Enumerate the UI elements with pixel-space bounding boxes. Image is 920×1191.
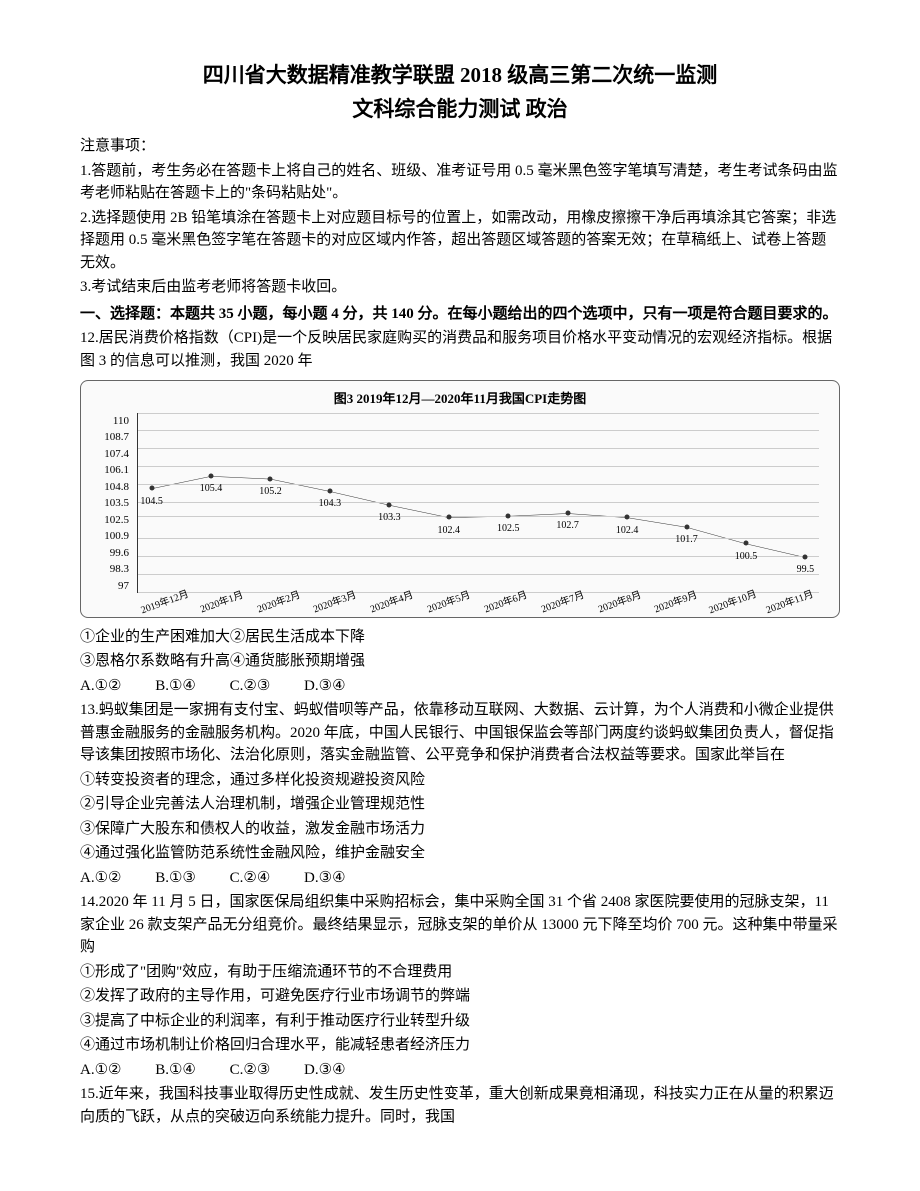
cpi-chart: 图3 2019年12月—2020年11月我国CPI走势图 110108.7107… [80, 380, 840, 618]
y-tick-label: 102.5 [93, 512, 129, 529]
x-axis: 2019年12月2020年1月2020年2月2020年3月2020年4月2020… [137, 595, 819, 613]
data-label: 104.3 [319, 496, 342, 511]
q13-stmt-2: ②引导企业完善法人治理机制，增强企业管理规范性 [80, 793, 840, 816]
q15-stem: 15.近年来，我国科技事业取得历史性成就、发生历史性变革，重大创新成果竟相涌现，… [80, 1083, 840, 1128]
y-tick-label: 103.5 [93, 495, 129, 512]
q13-opt-a: A.①② [80, 867, 121, 890]
y-tick-label: 104.8 [93, 479, 129, 496]
y-tick-label: 99.6 [93, 545, 129, 562]
q12-options: A.①② B.①④ C.②③ D.③④ [80, 675, 840, 698]
data-label: 104.5 [140, 494, 163, 509]
notice-item-1: 1.答题前，考生务必在答题卡上将自己的姓名、班级、准考证号用 0.5 毫米黑色签… [80, 160, 840, 205]
data-point [743, 541, 748, 546]
data-point [387, 502, 392, 507]
notice-item-3: 3.考试结束后由监考老师将答题卡收回。 [80, 276, 840, 299]
q13-stmt-3: ③保障广大股东和债权人的收益，激发金融市场活力 [80, 818, 840, 841]
q14-stmt-2: ②发挥了政府的主导作用，可避免医疗行业市场调节的弊端 [80, 985, 840, 1008]
question-15: 15.近年来，我国科技事业取得历史性成就、发生历史性变革，重大创新成果竟相涌现，… [80, 1083, 840, 1128]
data-label: 105.2 [259, 484, 282, 499]
data-label: 102.7 [556, 518, 579, 533]
q12-stem: 12.居民消费价格指数（CPI)是一个反映居民家庭购买的消费品和服务项目价格水平… [80, 327, 840, 372]
q13-stem: 13.蚂蚁集团是一家拥有支付宝、蚂蚁借呗等产品，依靠移动互联网、大数据、云计算，… [80, 699, 840, 767]
q14-stmt-3: ③提高了中标企业的利润率，有利于推动医疗行业转型升级 [80, 1010, 840, 1033]
data-point [625, 515, 630, 520]
q13-opt-c: C.②④ [230, 867, 271, 890]
gridline [138, 448, 819, 449]
gridline [138, 502, 819, 503]
data-label: 100.5 [735, 549, 758, 564]
data-label: 105.4 [200, 481, 223, 496]
y-tick-label: 110 [93, 413, 129, 430]
data-label: 102.4 [616, 523, 639, 538]
data-point [565, 511, 570, 516]
q14-options: A.①② B.①④ C.②③ D.③④ [80, 1059, 840, 1082]
q13-opt-d: D.③④ [304, 867, 345, 890]
q13-opt-b: B.①③ [155, 867, 196, 890]
gridline [138, 413, 819, 414]
q12-opt-d: D.③④ [304, 675, 345, 698]
q14-opt-b: B.①④ [155, 1059, 196, 1082]
chart-title: 图3 2019年12月—2020年11月我国CPI走势图 [93, 389, 827, 409]
data-point [506, 513, 511, 518]
data-label: 102.4 [438, 523, 461, 538]
data-point [268, 476, 273, 481]
gridline [138, 574, 819, 575]
y-tick-label: 108.7 [93, 429, 129, 446]
gridline [138, 466, 819, 467]
y-tick-label: 107.4 [93, 446, 129, 463]
q14-opt-a: A.①② [80, 1059, 121, 1082]
gridline [138, 484, 819, 485]
chart-area: 110108.7107.4106.1104.8103.5102.5100.999… [93, 413, 827, 613]
q13-options: A.①② B.①③ C.②④ D.③④ [80, 867, 840, 890]
section-1-title: 一、选择题：本题共 35 小题，每小题 4 分，共 140 分。在每小题给出的四… [80, 303, 840, 326]
title-sub: 文科综合能力测试 政治 [80, 94, 840, 126]
data-point [684, 524, 689, 529]
data-label: 103.3 [378, 510, 401, 525]
data-label: 102.5 [497, 521, 520, 536]
q13-stmt-4: ④通过强化监管防范系统性金融风险，维护金融安全 [80, 842, 840, 865]
gridline [138, 430, 819, 431]
data-point [803, 555, 808, 560]
notice-item-2: 2.选择题使用 2B 铅笔填涂在答题卡上对应题目标号的位置上，如需改动，用橡皮擦… [80, 207, 840, 275]
data-label: 99.5 [797, 562, 815, 577]
data-label: 101.7 [675, 532, 698, 547]
y-axis: 110108.7107.4106.1104.8103.5102.5100.999… [93, 413, 133, 593]
notice-label: 注意事项： [80, 135, 840, 158]
plot-region: 104.5 105.4 105.2 104.3 103.3 102.4 102.5 102.7… [137, 413, 819, 593]
q12-opt-c: C.②③ [230, 675, 271, 698]
y-tick-label: 97 [93, 578, 129, 595]
question-12: 12.居民消费价格指数（CPI)是一个反映居民家庭购买的消费品和服务项目价格水平… [80, 327, 840, 697]
q13-stmt-1: ①转变投资者的理念，通过多样化投资规避投资风险 [80, 769, 840, 792]
q14-opt-d: D.③④ [304, 1059, 345, 1082]
data-point [327, 488, 332, 493]
y-tick-label: 98.3 [93, 561, 129, 578]
q12-opt-a: A.①② [80, 675, 121, 698]
gridline [138, 538, 819, 539]
q12-stmt-1: ①企业的生产困难加大②居民生活成本下降 [80, 626, 840, 649]
data-point [209, 473, 214, 478]
question-14: 14.2020 年 11 月 5 日，国家医保局组织集中采购招标会，集中采购全国… [80, 891, 840, 1081]
q12-opt-b: B.①④ [155, 675, 196, 698]
q14-stem: 14.2020 年 11 月 5 日，国家医保局组织集中采购招标会，集中采购全国… [80, 891, 840, 959]
gridline [138, 516, 819, 517]
q14-opt-c: C.②③ [230, 1059, 271, 1082]
data-point [446, 515, 451, 520]
y-tick-label: 100.9 [93, 528, 129, 545]
title-main: 四川省大数据精准教学联盟 2018 级高三第二次统一监测 [80, 60, 840, 92]
q14-stmt-1: ①形成了"团购"效应，有助于压缩流通环节的不合理费用 [80, 961, 840, 984]
question-13: 13.蚂蚁集团是一家拥有支付宝、蚂蚁借呗等产品，依靠移动互联网、大数据、云计算，… [80, 699, 840, 889]
data-point [149, 486, 154, 491]
gridline [138, 556, 819, 557]
q12-stmt-2: ③恩格尔系数略有升高④通货膨胀预期增强 [80, 650, 840, 673]
q14-stmt-4: ④通过市场机制让价格回归合理水平，能减轻患者经济压力 [80, 1034, 840, 1057]
y-tick-label: 106.1 [93, 462, 129, 479]
